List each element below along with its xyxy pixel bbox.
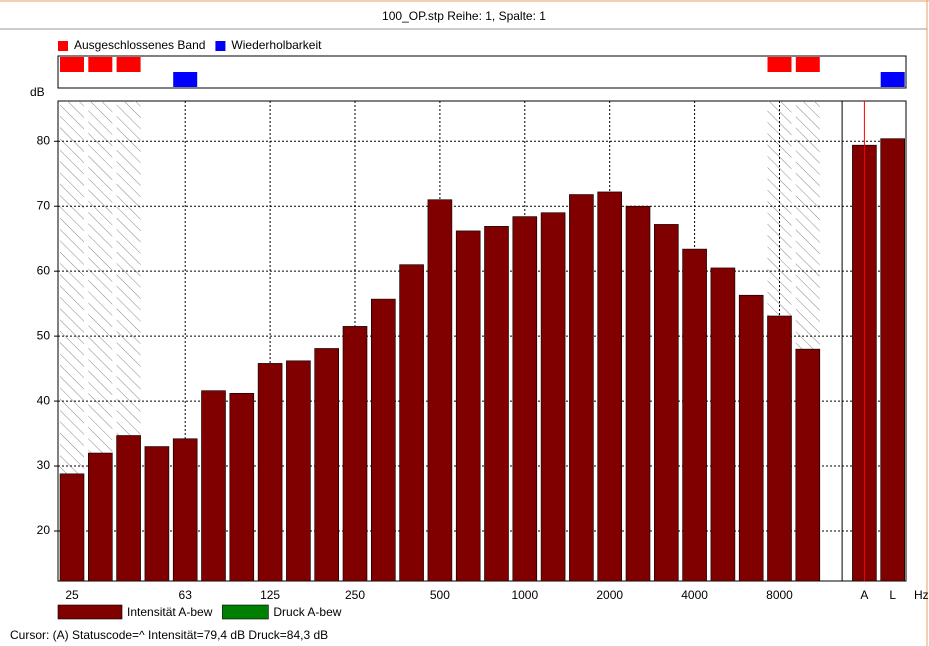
bar: [399, 264, 424, 582]
bar: [880, 138, 906, 582]
x-tick-label: 1000: [511, 588, 538, 602]
bar: [116, 435, 141, 582]
flag-marker: [60, 57, 84, 72]
flag-marker: [880, 72, 905, 87]
y-tick-label: 60: [37, 263, 51, 277]
bar: [201, 390, 226, 582]
bar: [682, 248, 707, 582]
plot-area: [57, 100, 907, 582]
bar: [738, 294, 764, 582]
y-axis-label: dB: [30, 85, 45, 99]
y-tick-label: 20: [37, 523, 51, 537]
x-tick-label: 4000: [681, 588, 708, 602]
bar: [257, 363, 283, 582]
flag-legend-swatch: [215, 41, 226, 51]
x-tick-label: A: [860, 588, 868, 602]
flag-marker: [88, 57, 113, 72]
flag-marker: [767, 57, 792, 72]
y-tick-label: 50: [37, 328, 51, 342]
flag-marker: [795, 57, 820, 72]
y-tick-label: 80: [37, 133, 51, 147]
bar: [144, 446, 170, 582]
bar: [569, 194, 594, 582]
legend-swatch: [222, 604, 269, 620]
bar: [286, 360, 311, 582]
x-axis-label: Hz: [914, 588, 929, 602]
x-tick-label: 8000: [766, 588, 793, 602]
flag-marker: [116, 57, 141, 72]
bar: [767, 315, 792, 582]
bar: [342, 326, 368, 582]
flag-strip: [57, 55, 907, 89]
x-tick-label: 125: [260, 588, 280, 602]
y-tick-label: 40: [37, 393, 51, 407]
x-tick-label: 63: [179, 588, 193, 602]
bar: [710, 267, 736, 582]
bar: [625, 205, 651, 582]
bar: [370, 298, 396, 582]
x-tick-label: 500: [430, 588, 450, 602]
flag-legend-label: Ausgeschlossenes Band: [74, 38, 205, 52]
status-line: Cursor: (A) Statuscode=^ Intensität=79,4…: [10, 628, 328, 642]
bar: [512, 216, 538, 582]
bar: [229, 392, 255, 582]
y-tick-label: 30: [37, 458, 51, 472]
bar: [314, 348, 340, 582]
bar: [172, 438, 198, 582]
y-tick-label: 70: [37, 198, 51, 212]
legend-label: Druck A-bew: [273, 605, 341, 619]
x-tick-label: 2000: [596, 588, 623, 602]
legend-swatch: [57, 604, 123, 620]
bar: [795, 348, 821, 582]
bar: [427, 199, 453, 582]
flag-marker: [173, 72, 198, 87]
flag-legend-swatch: [58, 41, 68, 51]
x-tick-label: L: [889, 588, 896, 602]
x-tick-label: 25: [65, 588, 79, 602]
bar: [455, 230, 481, 582]
bar: [653, 224, 679, 582]
bar: [484, 226, 509, 582]
bar: [597, 191, 623, 582]
bar: [59, 473, 85, 582]
legend-label: Intensität A-bew: [127, 605, 213, 619]
chart-title: 100_OP.stp Reihe: 1, Spalte: 1: [382, 9, 546, 23]
flag-legend-label: Wiederholbarkeit: [231, 38, 322, 52]
bar: [88, 452, 113, 582]
x-tick-label: 250: [345, 588, 365, 602]
bar: [540, 212, 566, 582]
